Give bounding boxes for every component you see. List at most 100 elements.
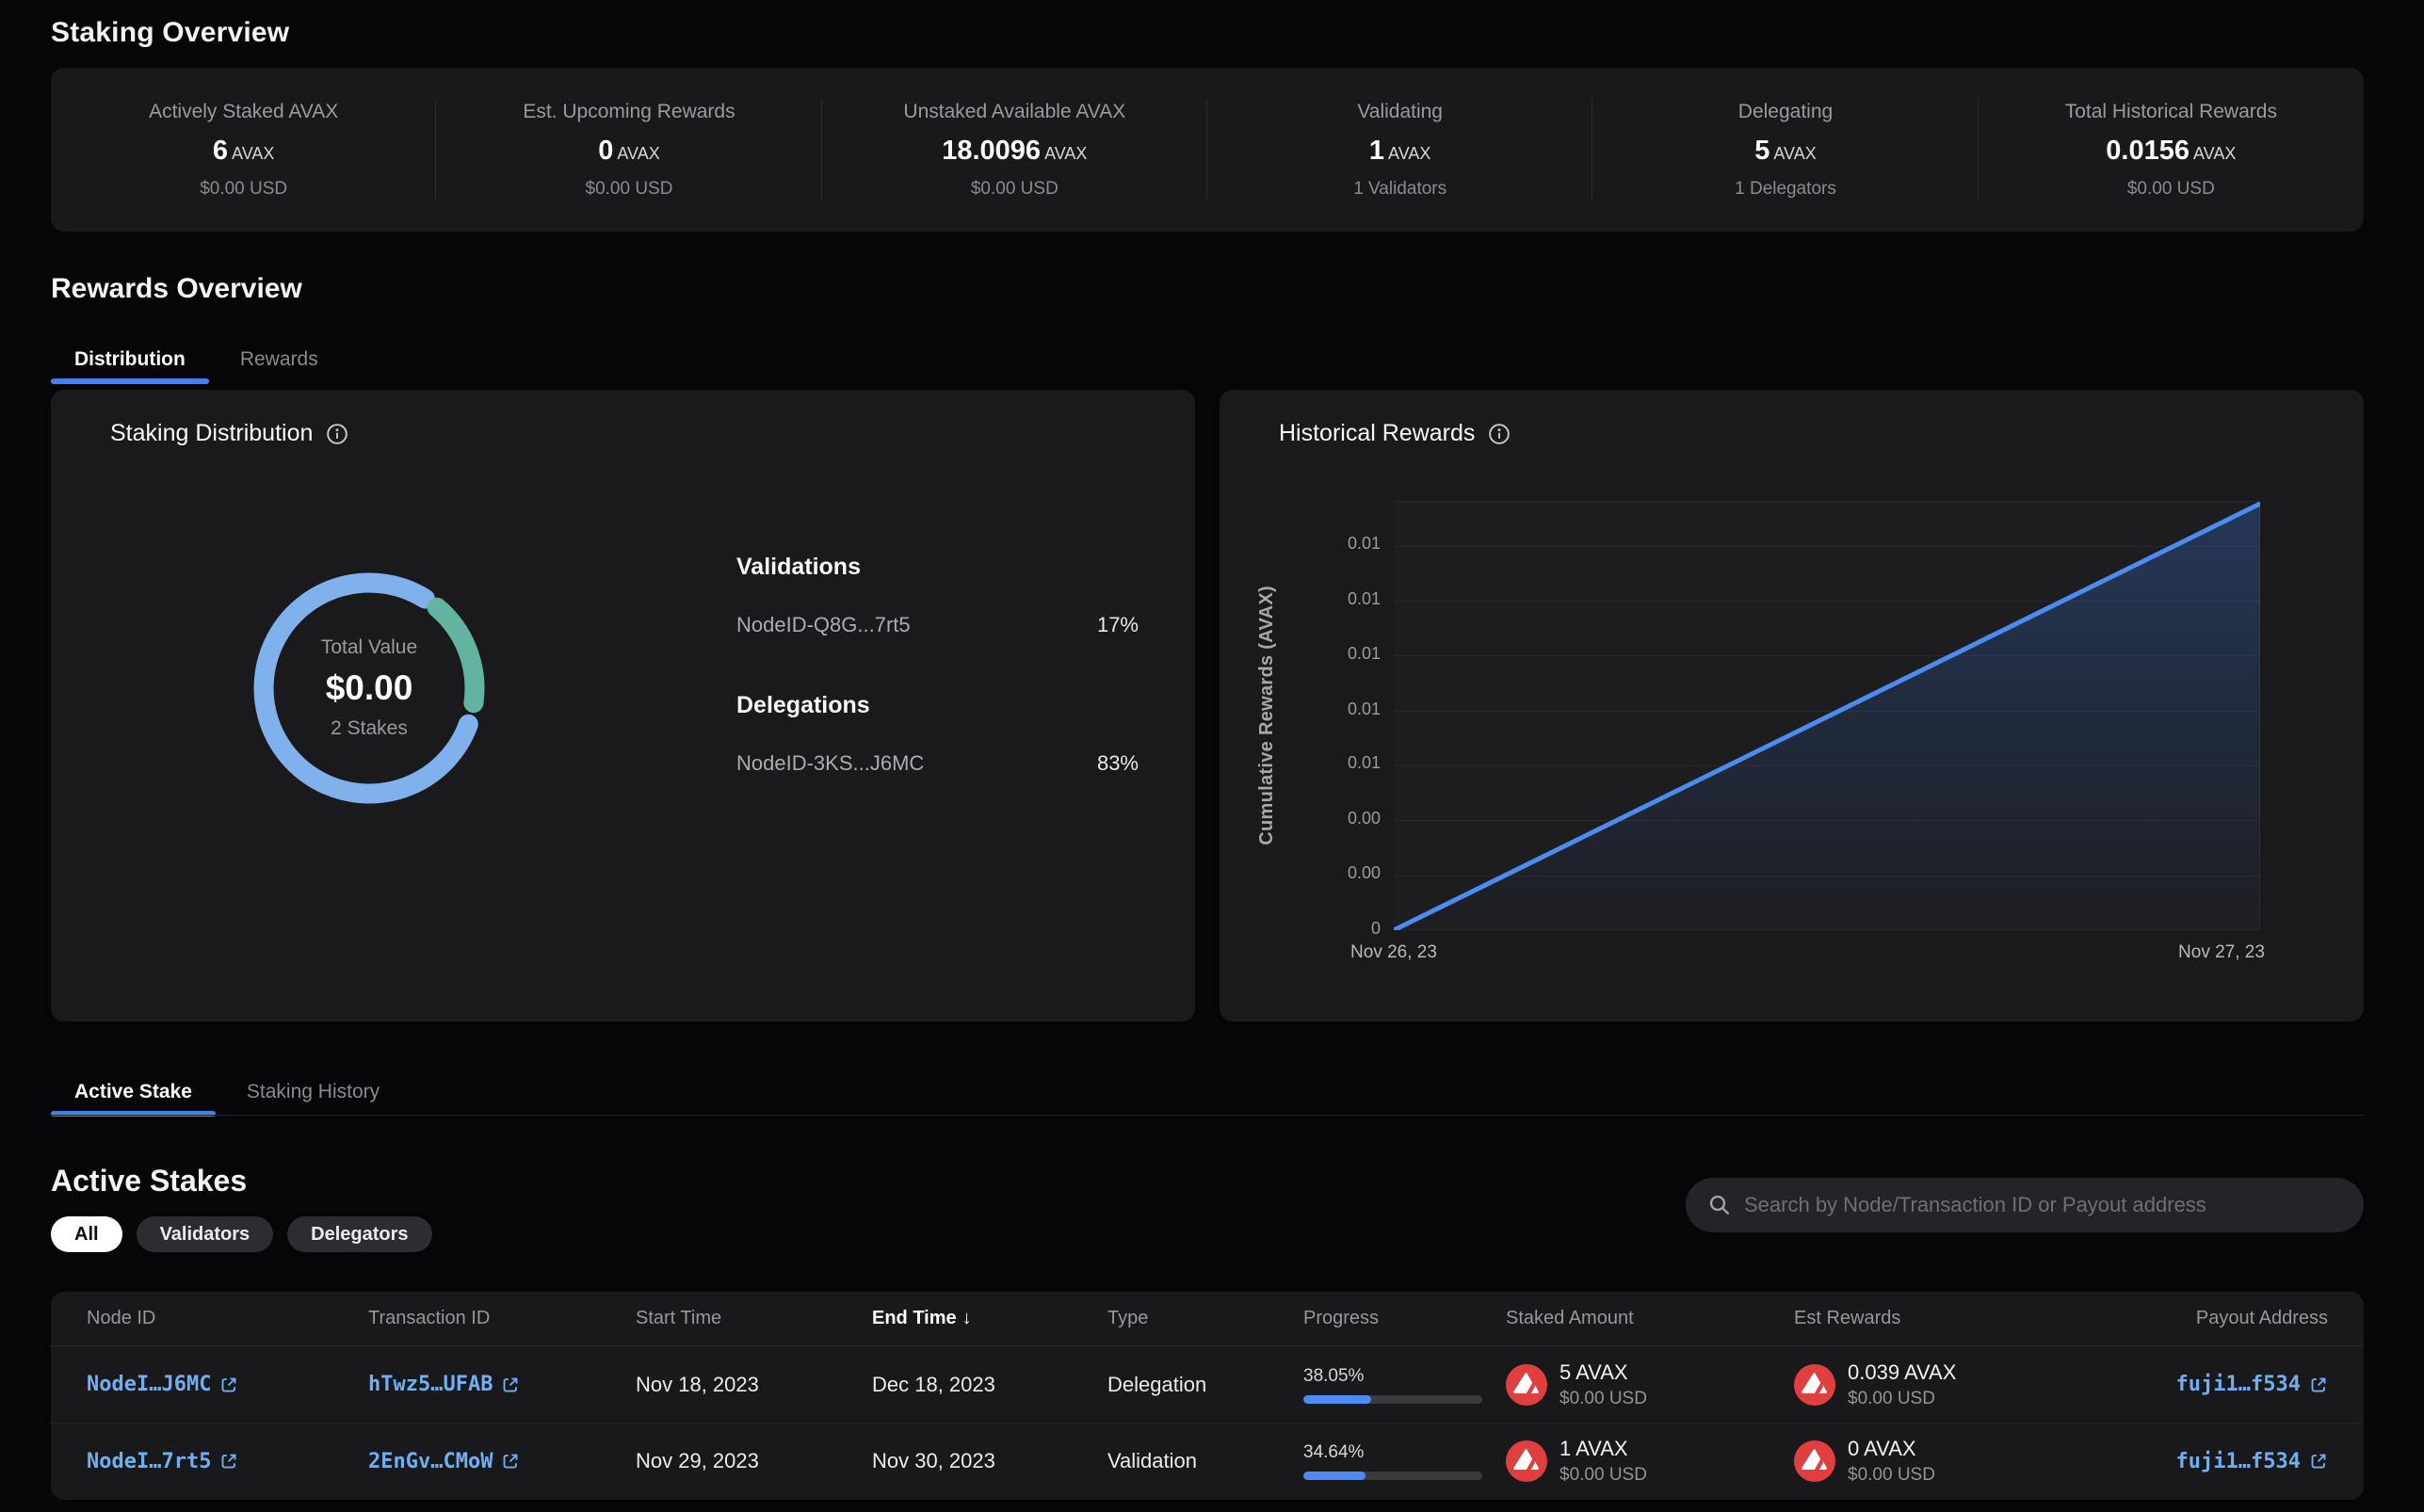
donut-chart [253, 572, 485, 804]
stat-label: Actively Staked AVAX [149, 100, 339, 122]
table-header: Node ID Transaction ID Start Time End Ti… [51, 1292, 2364, 1346]
col-type: Type [1107, 1308, 1149, 1328]
staked-amount-cell: 5 AVAX $0.00 USD [1506, 1360, 1794, 1409]
transaction-id-link[interactable]: 2EnGv…CMoW [368, 1450, 636, 1473]
stakes-tabs: Active Stake Staking History [51, 1068, 403, 1117]
staked-usd: $0.00 USD [1559, 1388, 1647, 1408]
x-tick-end: Nov 27, 23 [2178, 942, 2265, 962]
external-link-icon [2311, 1377, 2326, 1391]
tab-rewards[interactable]: Rewards [239, 348, 318, 370]
end-time: Dec 18, 2023 [872, 1372, 995, 1396]
staked-usd: $0.00 USD [1559, 1465, 1647, 1485]
filter-validators[interactable]: Validators [136, 1216, 274, 1252]
stat-value: 0 AVAX [598, 135, 660, 166]
historical-rewards-title: Historical Rewards [1279, 420, 1511, 447]
delegation-row: NodeID-3KS...J6MC 83% [736, 751, 1139, 776]
rewards-usd: $0.00 USD [1848, 1388, 1935, 1408]
donut-center: Total Value $0.00 2 Stakes [247, 566, 492, 811]
stat-label: Validating [1357, 100, 1443, 122]
info-icon[interactable] [326, 423, 348, 445]
external-link-icon [2311, 1454, 2326, 1469]
col-end-time[interactable]: End Time ↓ [872, 1308, 972, 1328]
stat-sub: 1 Validators [1353, 178, 1447, 199]
distribution-list: Validations NodeID-Q8G...7rt5 17% Delega… [736, 554, 1139, 830]
tab-distribution[interactable]: Distribution [51, 335, 209, 384]
y-tick: 0.01 [1347, 753, 1381, 772]
x-tick-start: Nov 26, 23 [1350, 942, 1437, 962]
donut-segment-delegations [253, 572, 478, 804]
external-link-icon [222, 1377, 236, 1391]
staked-value: 1 AVAX [1559, 1437, 1628, 1460]
est-rewards-cell: 0 AVAX $0.00 USD [1794, 1437, 2077, 1486]
external-link-icon [504, 1377, 518, 1391]
stat-value: 6 AVAX [212, 135, 275, 166]
historical-rewards-panel: Historical Rewards Cumulative Rewards (A… [1220, 390, 2364, 1021]
stake-type: Validation [1107, 1449, 1197, 1472]
delegations-heading: Delegations [736, 692, 870, 718]
progress-percent: 38.05% [1303, 1365, 1365, 1386]
table-row: NodeI…J6MC hTwz5…UFAB Nov 18, 2023 Dec 1… [51, 1346, 2364, 1423]
historical-rewards-chart [1394, 501, 2260, 930]
stat-validating: Validating 1 AVAX 1 Validators [1207, 68, 1593, 232]
donut-center-label: Total Value [320, 636, 418, 658]
tabs-divider [51, 1115, 2364, 1116]
y-tick: 0.01 [1347, 589, 1381, 608]
stat-value: 1 AVAX [1368, 135, 1431, 166]
stat-upcoming-rewards: Est. Upcoming Rewards 0 AVAX $0.00 USD [436, 68, 822, 232]
stat-label: Est. Upcoming Rewards [523, 100, 735, 122]
search-input[interactable] [1744, 1193, 2341, 1217]
stake-type: Delegation [1107, 1372, 1207, 1396]
tab-active-stake[interactable]: Active Stake [51, 1068, 216, 1117]
col-payout-address: Payout Address [2195, 1308, 2328, 1328]
node-id-link[interactable]: NodeI…7rt5 [87, 1450, 368, 1473]
progress-percent: 34.64% [1303, 1442, 1365, 1462]
progress-bar [1303, 1472, 1482, 1480]
filter-delegators[interactable]: Delegators [287, 1216, 432, 1252]
rewards-value: 0 AVAX [1848, 1437, 1916, 1460]
staking-distribution-donut: Total Value $0.00 2 Stakes [247, 566, 492, 811]
y-tick: 0.01 [1347, 700, 1381, 718]
stat-label: Unstaked Available AVAX [903, 100, 1126, 122]
payout-address-link[interactable]: fuji1…f534 [2077, 1373, 2328, 1396]
start-time: Nov 29, 2023 [636, 1449, 759, 1472]
active-stakes-title: Active Stakes [51, 1164, 248, 1198]
node-id-link[interactable]: NodeI…J6MC [87, 1373, 368, 1396]
validations-heading: Validations [736, 554, 861, 580]
search-icon [1709, 1195, 1730, 1215]
y-tick: 0.00 [1347, 809, 1381, 828]
y-tick: 0.00 [1347, 863, 1381, 882]
payout-address-link[interactable]: fuji1…f534 [2077, 1450, 2328, 1473]
delegation-node-id: NodeID-3KS...J6MC [736, 751, 925, 775]
est-rewards-cell: 0.039 AVAX $0.00 USD [1794, 1360, 2077, 1409]
donut-center-value: $0.00 [325, 668, 413, 707]
external-link-icon [504, 1454, 518, 1469]
staked-value: 5 AVAX [1559, 1359, 1628, 1384]
col-staked-amount: Staked Amount [1506, 1308, 1634, 1328]
info-icon[interactable] [1488, 423, 1511, 445]
validation-node-id: NodeID-Q8G...7rt5 [736, 613, 911, 636]
tab-staking-history[interactable]: Staking History [246, 1081, 380, 1102]
sort-descending-icon: ↓ [962, 1308, 972, 1328]
progress-bar [1303, 1394, 1482, 1404]
end-time: Nov 30, 2023 [872, 1449, 995, 1472]
stat-sub: $0.00 USD [2126, 178, 2215, 199]
delegation-percent: 83% [1096, 751, 1139, 775]
rewards-overview-title: Rewards Overview [51, 273, 302, 304]
staking-overview-stats: Actively Staked AVAX 6 AVAX $0.00 USD Est… [51, 68, 2364, 232]
rewards-tabs: Distribution Rewards [51, 335, 342, 384]
stat-actively-staked: Actively Staked AVAX 6 AVAX $0.00 USD [51, 68, 437, 232]
stat-sub: $0.00 USD [200, 178, 288, 199]
transaction-id-link[interactable]: hTwz5…UFAB [368, 1373, 636, 1396]
search-bar [1686, 1178, 2364, 1232]
staked-amount-cell: 1 AVAX $0.00 USD [1506, 1437, 1794, 1486]
filter-all[interactable]: All [51, 1216, 122, 1252]
cumulative-rewards-line [1394, 502, 2260, 930]
avax-token-icon [1794, 1440, 1835, 1482]
active-stakes-table: Node ID Transaction ID Start Time End Ti… [51, 1292, 2364, 1500]
col-progress: Progress [1303, 1308, 1380, 1328]
avax-token-icon [1794, 1363, 1835, 1406]
progress-cell: 38.05% [1303, 1366, 1506, 1404]
avax-token-icon [1506, 1440, 1547, 1482]
progress-cell: 34.64% [1303, 1442, 1506, 1480]
